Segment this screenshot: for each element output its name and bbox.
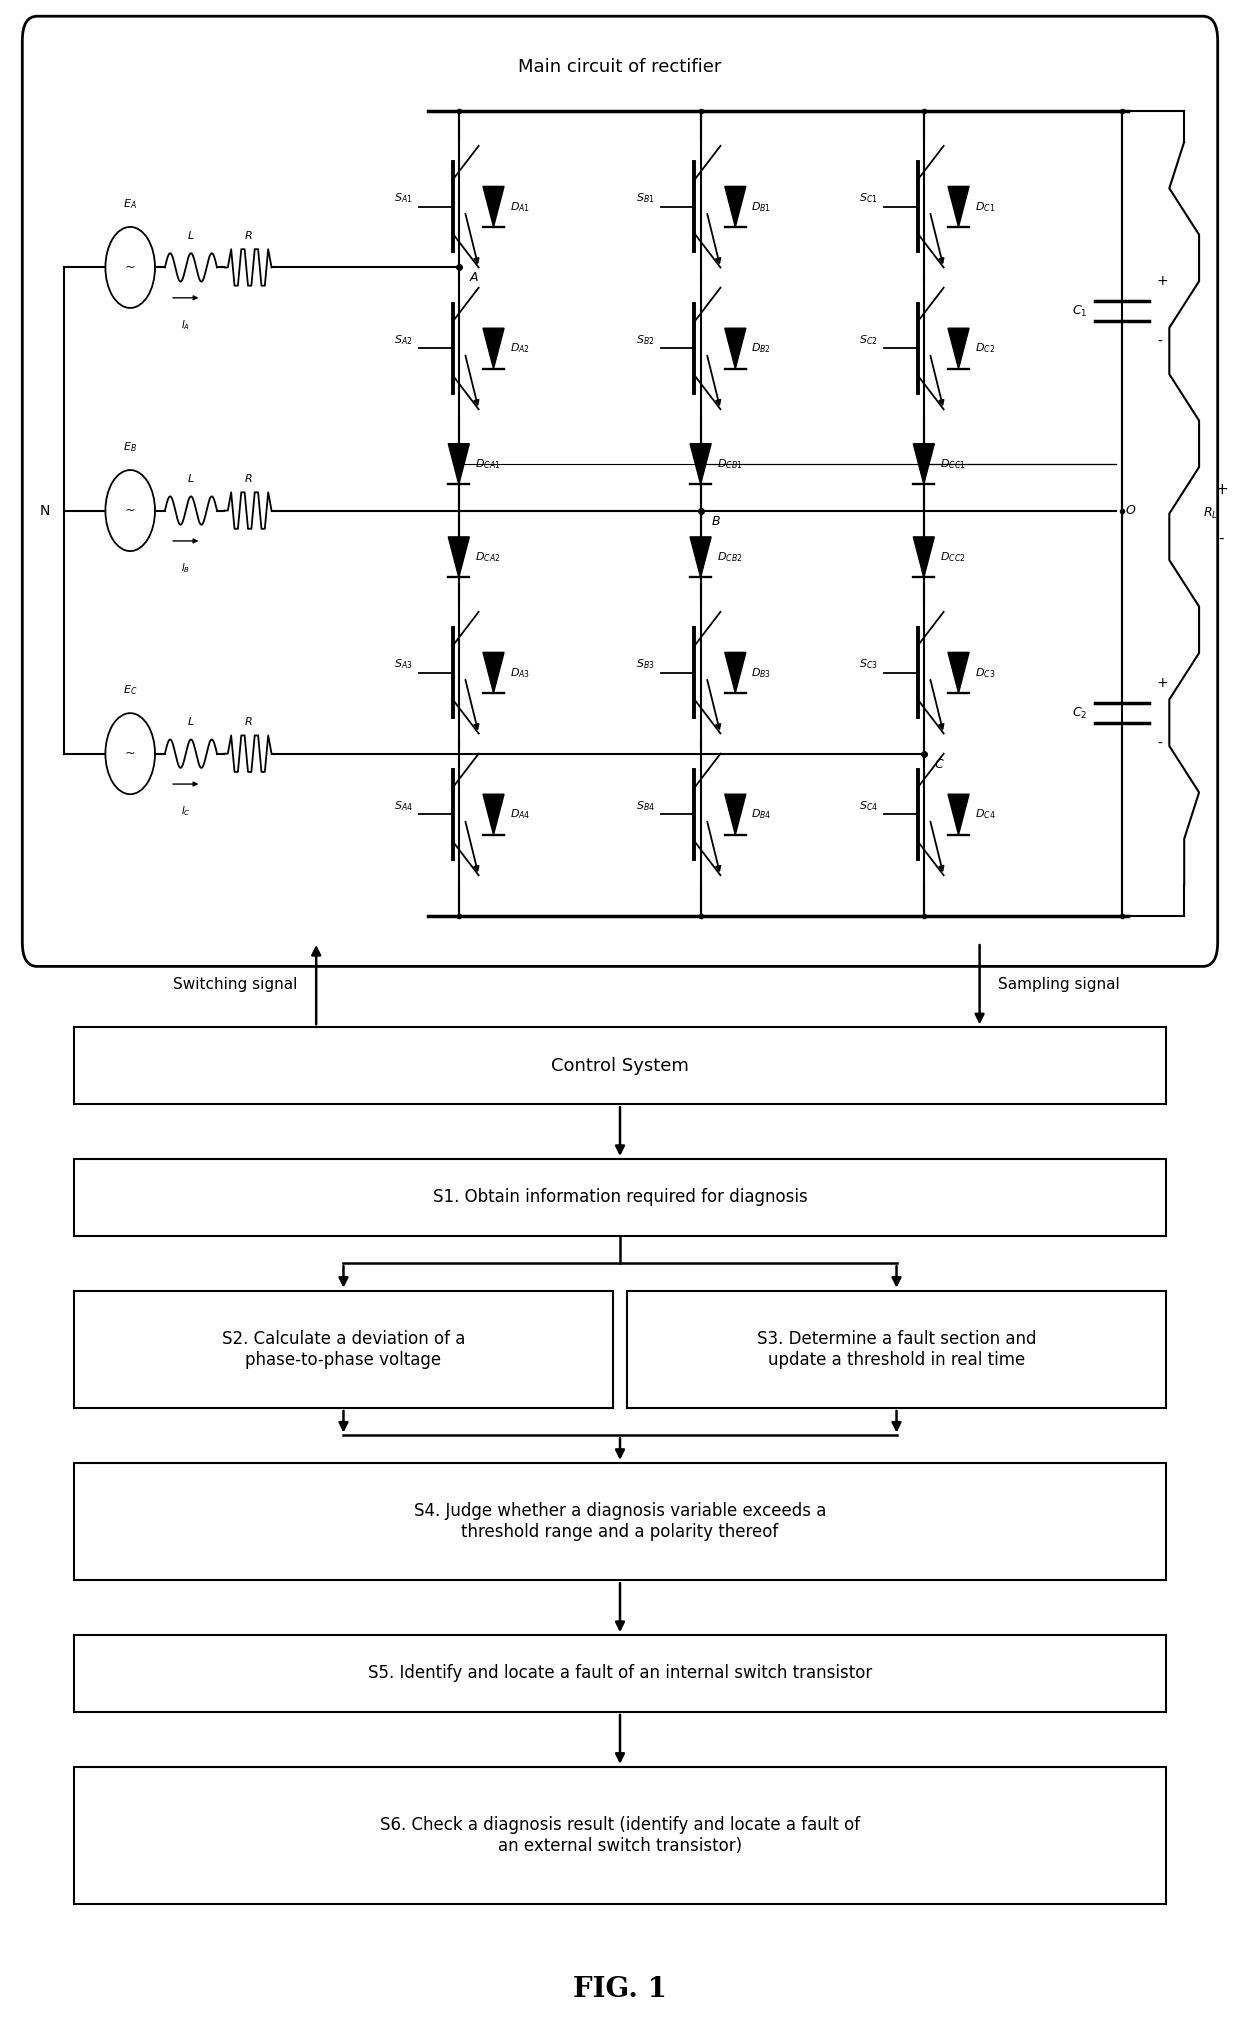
Text: $L$: $L$ bbox=[187, 715, 195, 727]
Text: S2. Calculate a deviation of a
phase-to-phase voltage: S2. Calculate a deviation of a phase-to-… bbox=[222, 1329, 465, 1370]
Text: $D_{CA2}$: $D_{CA2}$ bbox=[475, 551, 501, 563]
Text: $R$: $R$ bbox=[244, 472, 252, 484]
Text: $D_{B1}$: $D_{B1}$ bbox=[751, 201, 771, 213]
Polygon shape bbox=[484, 328, 503, 369]
Text: N: N bbox=[40, 504, 50, 517]
Text: $S_{C4}$: $S_{C4}$ bbox=[859, 800, 878, 812]
Text: $E_B$: $E_B$ bbox=[123, 440, 138, 454]
Text: $I_A$: $I_A$ bbox=[181, 318, 190, 332]
Text: $S_{C3}$: $S_{C3}$ bbox=[859, 658, 878, 671]
Text: $D_{C1}$: $D_{C1}$ bbox=[975, 201, 994, 213]
FancyBboxPatch shape bbox=[74, 1635, 1166, 1712]
Text: $E_A$: $E_A$ bbox=[123, 197, 138, 211]
Text: FIG. 1: FIG. 1 bbox=[573, 1975, 667, 2004]
Text: $D_{B2}$: $D_{B2}$ bbox=[751, 342, 771, 355]
Text: $C_1$: $C_1$ bbox=[1073, 304, 1087, 318]
Text: $R_L$: $R_L$ bbox=[1203, 506, 1218, 521]
FancyBboxPatch shape bbox=[74, 1291, 613, 1408]
Text: $I_B$: $I_B$ bbox=[181, 561, 190, 575]
Text: $D_{CA1}$: $D_{CA1}$ bbox=[475, 458, 501, 470]
Text: S5. Identify and locate a fault of an internal switch transistor: S5. Identify and locate a fault of an in… bbox=[368, 1665, 872, 1682]
Text: $A$: $A$ bbox=[469, 271, 479, 284]
Text: $L$: $L$ bbox=[187, 472, 195, 484]
Polygon shape bbox=[724, 794, 745, 835]
Text: $S_{B4}$: $S_{B4}$ bbox=[636, 800, 655, 812]
Text: $S_{C2}$: $S_{C2}$ bbox=[859, 334, 878, 346]
Text: $R$: $R$ bbox=[244, 715, 252, 727]
Polygon shape bbox=[949, 186, 970, 227]
Polygon shape bbox=[449, 444, 469, 484]
FancyBboxPatch shape bbox=[74, 1463, 1166, 1580]
Text: $E_C$: $E_C$ bbox=[123, 683, 138, 697]
Text: S6. Check a diagnosis result (identify and locate a fault of
an external switch : S6. Check a diagnosis result (identify a… bbox=[379, 1815, 861, 1856]
Polygon shape bbox=[484, 186, 503, 227]
Text: $S_{A1}$: $S_{A1}$ bbox=[394, 192, 413, 205]
Polygon shape bbox=[484, 794, 503, 835]
Polygon shape bbox=[484, 652, 503, 693]
Text: ~: ~ bbox=[125, 261, 135, 274]
Text: $D_{C4}$: $D_{C4}$ bbox=[975, 808, 996, 821]
Text: ~: ~ bbox=[125, 748, 135, 760]
FancyBboxPatch shape bbox=[22, 16, 1218, 966]
Text: $L$: $L$ bbox=[187, 229, 195, 241]
Text: $D_{CC1}$: $D_{CC1}$ bbox=[940, 458, 966, 470]
Polygon shape bbox=[949, 652, 970, 693]
Text: ~: ~ bbox=[125, 504, 135, 517]
Text: $S_{B3}$: $S_{B3}$ bbox=[636, 658, 655, 671]
Text: $S_{C1}$: $S_{C1}$ bbox=[859, 192, 878, 205]
Polygon shape bbox=[913, 444, 935, 484]
Text: S3. Determine a fault section and
update a threshold in real time: S3. Determine a fault section and update… bbox=[756, 1329, 1037, 1370]
Text: $D_{A3}$: $D_{A3}$ bbox=[510, 667, 529, 679]
Text: $S_{B1}$: $S_{B1}$ bbox=[636, 192, 655, 205]
Text: $D_{CC2}$: $D_{CC2}$ bbox=[940, 551, 966, 563]
Text: Sampling signal: Sampling signal bbox=[998, 977, 1120, 993]
Text: $O$: $O$ bbox=[1125, 504, 1136, 517]
Text: +: + bbox=[1157, 274, 1168, 288]
Text: $D_{A2}$: $D_{A2}$ bbox=[510, 342, 529, 355]
Text: S4. Judge whether a diagnosis variable exceeds a
threshold range and a polarity : S4. Judge whether a diagnosis variable e… bbox=[414, 1501, 826, 1542]
Polygon shape bbox=[724, 328, 745, 369]
Text: $D_{B3}$: $D_{B3}$ bbox=[751, 667, 771, 679]
Text: $D_{A4}$: $D_{A4}$ bbox=[510, 808, 529, 821]
Text: $S_{A3}$: $S_{A3}$ bbox=[394, 658, 413, 671]
FancyBboxPatch shape bbox=[74, 1767, 1166, 1904]
FancyBboxPatch shape bbox=[74, 1027, 1166, 1104]
Text: $C$: $C$ bbox=[934, 758, 945, 770]
Text: -: - bbox=[1157, 737, 1162, 750]
Polygon shape bbox=[449, 537, 469, 577]
Polygon shape bbox=[724, 186, 745, 227]
FancyBboxPatch shape bbox=[627, 1291, 1166, 1408]
FancyBboxPatch shape bbox=[74, 1159, 1166, 1236]
Text: $C_2$: $C_2$ bbox=[1073, 705, 1087, 721]
Text: $B$: $B$ bbox=[711, 515, 720, 527]
Text: -: - bbox=[1157, 334, 1162, 348]
Text: $I_C$: $I_C$ bbox=[181, 804, 191, 819]
Text: Switching signal: Switching signal bbox=[174, 977, 298, 993]
Text: Main circuit of rectifier: Main circuit of rectifier bbox=[518, 59, 722, 75]
Text: $D_{CB2}$: $D_{CB2}$ bbox=[717, 551, 743, 563]
Text: +: + bbox=[1215, 482, 1228, 496]
Polygon shape bbox=[949, 794, 970, 835]
Text: $D_{B4}$: $D_{B4}$ bbox=[751, 808, 771, 821]
Polygon shape bbox=[689, 444, 711, 484]
Text: $D_{C2}$: $D_{C2}$ bbox=[975, 342, 994, 355]
Text: $S_{B2}$: $S_{B2}$ bbox=[636, 334, 655, 346]
Text: $S_{A4}$: $S_{A4}$ bbox=[394, 800, 413, 812]
Polygon shape bbox=[689, 537, 711, 577]
Text: S1. Obtain information required for diagnosis: S1. Obtain information required for diag… bbox=[433, 1189, 807, 1205]
Text: $D_{A1}$: $D_{A1}$ bbox=[510, 201, 529, 213]
Text: Control System: Control System bbox=[551, 1058, 689, 1074]
Polygon shape bbox=[724, 652, 745, 693]
Text: -: - bbox=[1219, 531, 1224, 545]
Text: $D_{C3}$: $D_{C3}$ bbox=[975, 667, 994, 679]
Text: $D_{CB1}$: $D_{CB1}$ bbox=[717, 458, 743, 470]
Polygon shape bbox=[949, 328, 970, 369]
Polygon shape bbox=[913, 537, 935, 577]
Text: $R$: $R$ bbox=[244, 229, 252, 241]
Text: $S_{A2}$: $S_{A2}$ bbox=[394, 334, 413, 346]
Text: +: + bbox=[1157, 677, 1168, 689]
